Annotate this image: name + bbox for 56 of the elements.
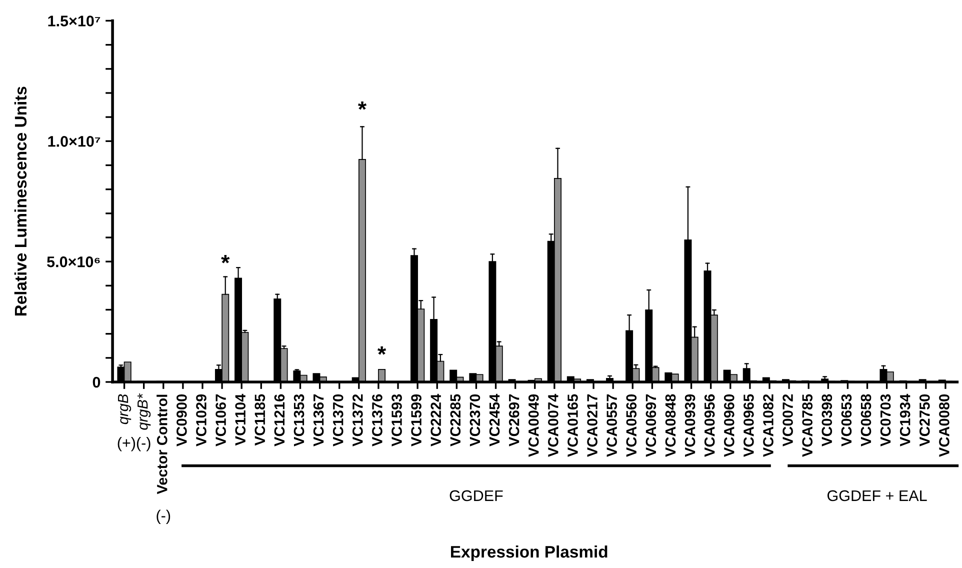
x-tick-label: VCA0165 [568,394,578,457]
annotation: * [378,346,386,355]
x-tick-label: VCA0074 [548,394,558,457]
x-tick-label: VC0653 [841,394,852,446]
x-tick-label: VC0072 [782,394,793,446]
x-tick-label: VC1593 [392,394,402,446]
x-tick-label: VCA0560 [626,394,637,457]
y-tick-label: 1.0×10⁷ [48,136,100,147]
x-tick-label: qrgB [118,394,132,424]
x-tick-label: VCA0080 [939,394,950,457]
x-tick-label: VC0398 [822,394,832,446]
x-tick-label: VC2224 [430,394,442,446]
x-tick-label: VCA0557 [606,394,617,457]
y-tick-label: 1.5×10⁷ [48,16,100,26]
x-tick-label: VC1934 [900,394,910,446]
x-tick-label: VCA0939 [684,394,696,457]
x-tick-label: VC1599 [411,394,422,446]
annotation: * [358,102,367,110]
x-tick-label: VC1104 [235,394,246,446]
y-tick-label: 0 [92,376,100,388]
x-tick-label: VC0658 [860,394,872,446]
x-tick-label: VC1216 [274,394,285,446]
x-tick-label: VCA0697 [646,394,656,457]
x-tick-label: VC2285 [450,394,461,446]
x-tick-label: VC1029 [196,394,206,446]
text: (-) [156,510,170,524]
x-tick-label: VC2370 [470,394,480,446]
x-tick-label: VC1370 [332,394,344,446]
x-tick-label: VC2454 [489,394,500,446]
x-tick-label: VC2750 [919,394,930,446]
x-tick-label: VC2697 [508,394,520,446]
x-tick-label: VC1376 [372,394,382,446]
x-tick-label: VCA0217 [587,394,598,457]
x-tick-label: VCA0785 [802,394,813,457]
annotation: * [221,255,230,264]
x-tick-label: VC1367 [313,394,324,446]
x-axis-title: Expression Plasmid [451,545,608,561]
y-axis-title: Relative Luminescence Units [14,86,27,316]
x-tick-label: VC0703 [880,394,891,446]
x-tick-label: VC1185 [254,394,266,446]
text: GGDEF [450,490,503,502]
y-tick-label: 5.0×10⁶ [47,256,100,268]
x-tick-label: VC1353 [294,394,304,446]
x-tick-label: VC1067 [216,394,226,446]
x-tick-label: VC1372 [352,394,363,446]
x-tick-label: qrgB* [138,393,151,430]
x-tick-label: VC0900 [176,394,187,446]
x-tick-label: VCA0960 [724,394,734,457]
x-tick-label: VCA0049 [528,394,539,457]
text: (+)(-) [118,437,150,452]
x-tick-label: VCA0848 [665,394,676,457]
x-tick-label: VCA1082 [763,394,774,457]
x-tick-label: VCA0956 [704,394,715,457]
text: GGDEF + EAL [827,490,927,502]
x-tick-label: Vector Control [156,394,168,494]
x-tick-label: VCA0965 [744,394,754,457]
